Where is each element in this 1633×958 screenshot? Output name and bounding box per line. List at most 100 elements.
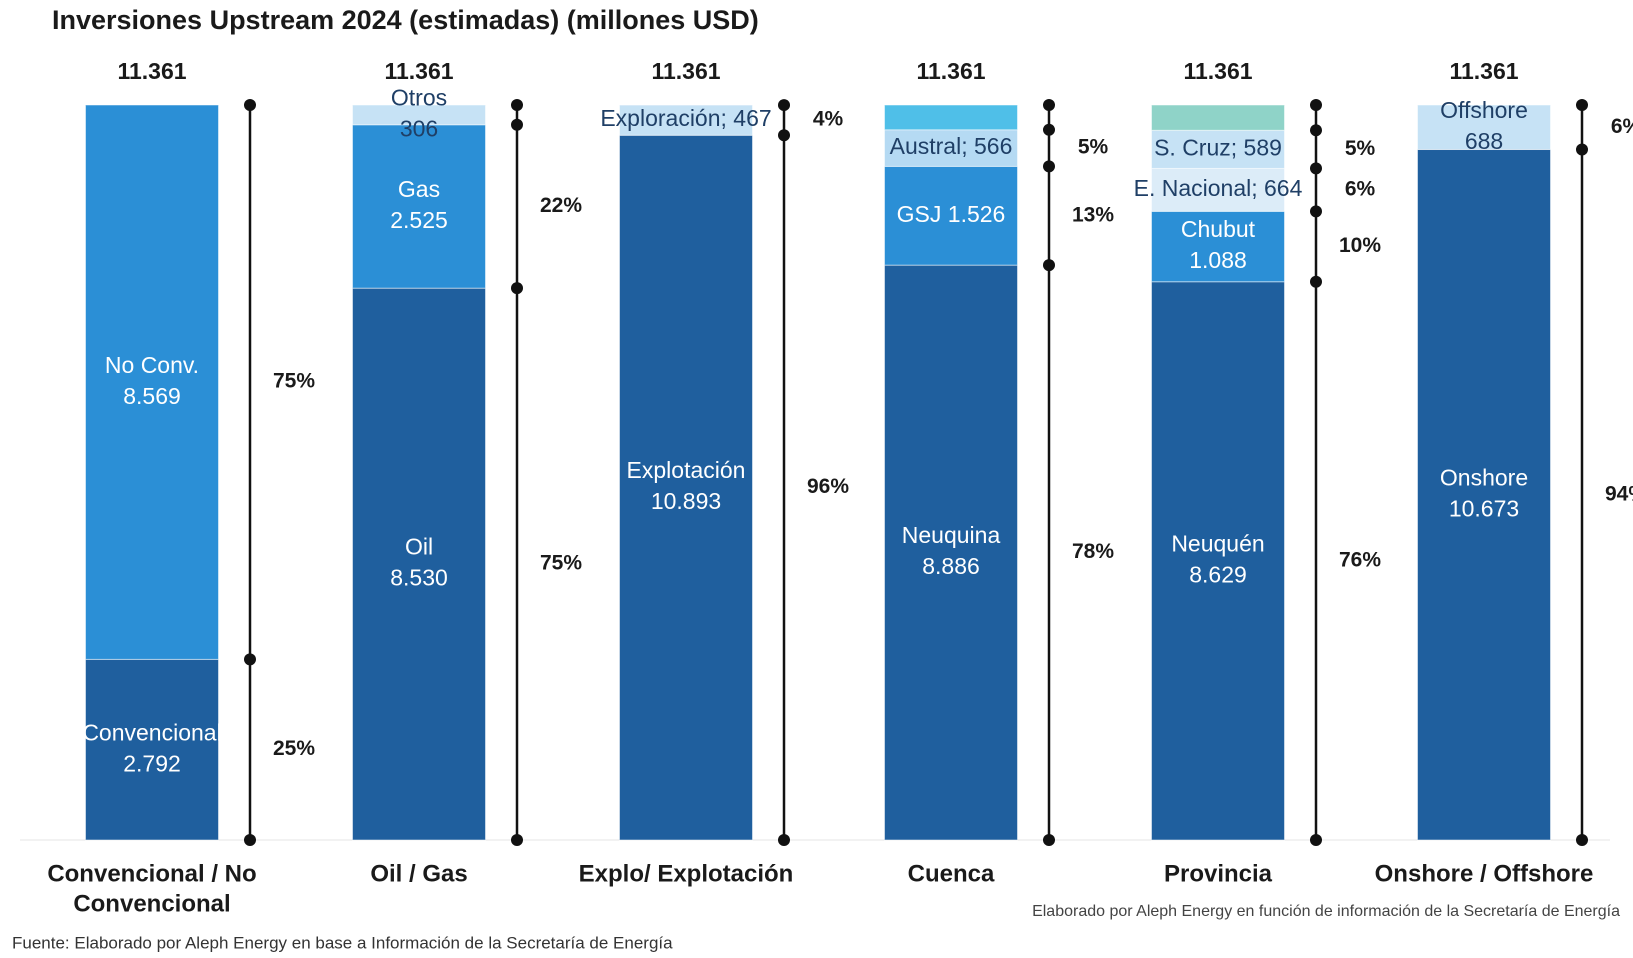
bracket-dot — [1310, 275, 1322, 288]
segment-label: Austral; 566 — [890, 133, 1013, 159]
bracket-dot — [1310, 124, 1322, 137]
bracket-dot — [1310, 99, 1322, 111]
bracket-dot — [244, 99, 256, 111]
x-tick-label: Convencional / No — [47, 860, 256, 887]
share-label: 25% — [273, 737, 315, 760]
bracket-dot — [1576, 99, 1588, 111]
bracket-dot — [244, 834, 256, 846]
bracket-dot — [778, 99, 790, 112]
segment-label: 10.673 — [1449, 495, 1519, 521]
x-tick-label: Onshore / Offshore — [1375, 860, 1594, 887]
share-label: 13% — [1072, 203, 1114, 226]
bracket-dot — [1043, 259, 1055, 272]
segment-label: E. Nacional; 664 — [1134, 175, 1303, 201]
segment-label: 8.569 — [123, 383, 181, 409]
total-label: 11.361 — [117, 58, 186, 84]
total-label: 11.361 — [916, 58, 985, 84]
share-label: 75% — [540, 552, 582, 575]
source: Fuente: Elaborado por Aleph Energy en ba… — [12, 933, 673, 952]
bar-segment — [352, 104, 486, 126]
bar-segment — [884, 104, 1018, 131]
segment-label: 2.525 — [390, 207, 448, 233]
bracket-dot — [511, 118, 523, 131]
segment-label: Neuquén — [1171, 530, 1264, 556]
share-label: 96% — [807, 475, 849, 498]
segment-label: 688 — [1465, 128, 1503, 154]
segment-label: No Conv. — [105, 352, 199, 378]
segment-label: S. Cruz; 589 — [1154, 134, 1282, 160]
segment-label: 10.893 — [651, 488, 721, 514]
x-tick-label: Oil / Gas — [370, 860, 467, 887]
share-label: 75% — [273, 370, 315, 393]
share-label: 5% — [1078, 136, 1109, 159]
bar-segment — [85, 104, 219, 660]
share-label: 4% — [813, 108, 844, 131]
bar-segment — [1151, 210, 1285, 283]
segment-label: 8.629 — [1189, 561, 1247, 587]
bar-segment — [1151, 167, 1285, 212]
bracket-dot — [778, 129, 790, 142]
bar-segment — [619, 104, 753, 136]
share-label: 6% — [1345, 177, 1376, 200]
bar-segment — [884, 165, 1018, 266]
share-label: 76% — [1339, 548, 1381, 571]
x-tick-label: Cuenca — [908, 860, 995, 887]
segment-label: Offshore — [1440, 97, 1528, 123]
chart-title: Inversiones Upstream 2024 (estimadas) (m… — [52, 5, 759, 35]
segment-label: Explotación — [627, 457, 746, 483]
bracket-dot — [1576, 834, 1588, 846]
segment-label: 8.886 — [922, 553, 980, 579]
share-label: 6% — [1611, 115, 1633, 138]
segment-label: 8.530 — [390, 565, 448, 591]
bar-segment — [619, 134, 753, 841]
bracket-dot — [1576, 143, 1588, 156]
note: Elaborado por Aleph Energy en función de… — [1032, 903, 1620, 920]
bracket-dot — [1310, 162, 1322, 175]
bracket-dot — [511, 834, 523, 846]
bar-segment — [1417, 149, 1551, 841]
segment-label: Otros — [391, 84, 447, 110]
bracket-dot — [1043, 99, 1055, 111]
total-label: 11.361 — [1449, 58, 1518, 84]
share-label: 94% — [1605, 482, 1633, 505]
segment-label: Oil — [405, 534, 433, 560]
share-label: 78% — [1072, 540, 1114, 563]
bracket-dot — [1310, 205, 1322, 218]
segment-label: Onshore — [1440, 464, 1528, 490]
total-label: 11.361 — [1183, 58, 1252, 84]
bracket-dot — [1310, 834, 1322, 846]
total-label: 11.361 — [384, 58, 453, 84]
bar-segment — [352, 287, 486, 841]
share-label: 22% — [540, 194, 582, 217]
bracket-dot — [511, 282, 523, 295]
segment-label: GSJ 1.526 — [897, 201, 1006, 227]
share-label: 5% — [1345, 137, 1376, 160]
segment-label: 2.792 — [123, 750, 181, 776]
bar-segment — [1151, 104, 1285, 131]
bracket-dot — [1043, 160, 1055, 173]
x-tick-label: Provincia — [1164, 860, 1273, 887]
bar-segment — [884, 264, 1018, 841]
segment-label: Chubut — [1181, 216, 1256, 242]
bar-segment — [1151, 281, 1285, 841]
segment-label: 1.088 — [1189, 247, 1247, 273]
segment-label: Gas — [398, 176, 440, 202]
bar-segment — [884, 129, 1018, 167]
bar-segment — [1417, 104, 1551, 151]
segment-label: Convencional — [82, 719, 221, 745]
bar-segment — [352, 124, 486, 289]
bar-segment — [1151, 129, 1285, 169]
total-label: 11.361 — [651, 58, 720, 84]
bracket-dot — [778, 834, 790, 846]
segment-label: 306 — [400, 115, 438, 141]
bracket-dot — [511, 99, 523, 111]
bracket-dot — [1043, 123, 1055, 136]
x-tick-label: Explo/ Explotación — [579, 860, 794, 887]
x-tick-label: Convencional — [73, 890, 230, 917]
share-label: 10% — [1339, 234, 1381, 257]
bracket-dot — [1043, 834, 1055, 846]
segment-label: Neuquina — [902, 522, 1001, 548]
segment-label: Exploración; 467 — [600, 105, 771, 131]
bar-segment — [85, 658, 219, 841]
